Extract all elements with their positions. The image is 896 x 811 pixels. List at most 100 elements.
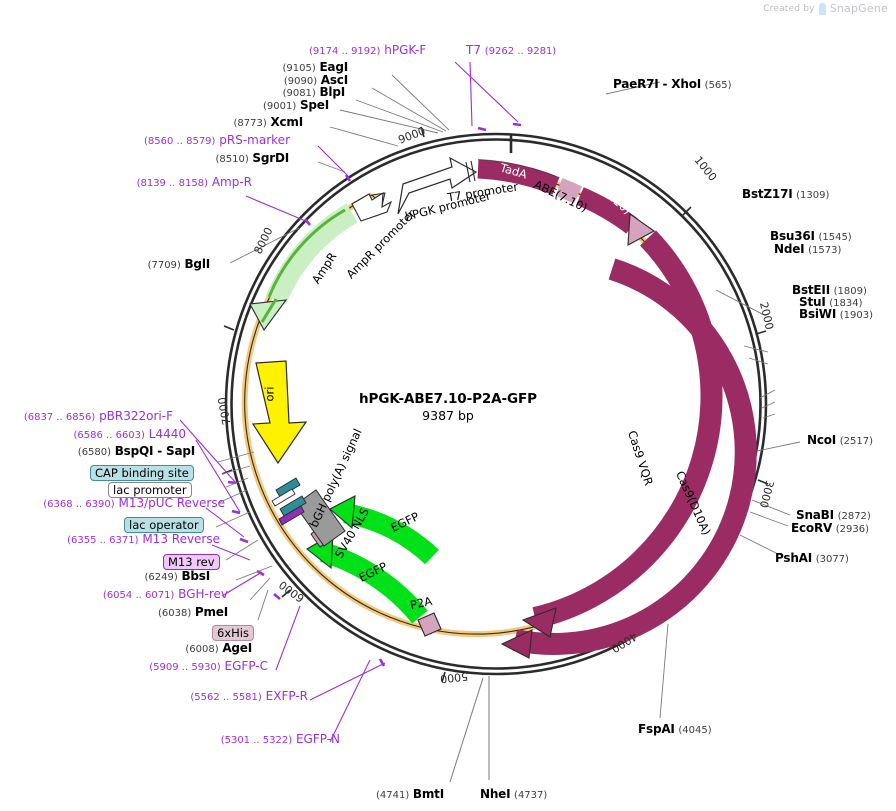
enzyme-position: (9090) — [283, 76, 318, 87]
enzyme-position: (6249) — [144, 572, 178, 583]
primer-name: Amp-R — [211, 175, 252, 189]
primer-range: (8139 .. 8158) — [136, 178, 208, 189]
enzyme-label-bsu36i[interactable]: Bsu36I (1545) — [770, 230, 852, 244]
enzyme-name: BmtI — [412, 787, 444, 801]
enzyme-label-bgli[interactable]: (7709) BglI — [90, 258, 211, 272]
enzyme-label-ncoi[interactable]: NcoI (2517) — [807, 434, 873, 448]
primer-label-egfp-c[interactable]: (5909 .. 5930) EGFP-C — [110, 660, 268, 674]
orf-cas9-d10a — [511, 230, 723, 638]
primer-label-pbr322ori-f[interactable]: (6837 .. 6856) pBR322ori-F — [10, 410, 173, 424]
enzyme-name: PmeI — [194, 605, 228, 619]
ruler-tick-5000: 5000 — [439, 669, 469, 686]
enzyme-position: (2872) — [837, 511, 871, 522]
enzyme-label-stui[interactable]: StuI (1834) — [799, 296, 863, 310]
enzyme-name: EcoRV — [791, 521, 833, 535]
enzyme-label-bstell[interactable]: BstEII (1809) — [792, 284, 867, 298]
primer-name: EXFP-R — [265, 689, 308, 703]
feature-bgh-polya — [294, 489, 346, 547]
feature-box-lac-operator[interactable]: lac operator — [124, 514, 204, 533]
primer-label-t7[interactable]: T7 (9262 .. 9281) — [466, 44, 556, 58]
enzyme-label-pmei[interactable]: (6038) PmeI — [110, 606, 228, 620]
enzyme-label-snabi[interactable]: SnaBI (2872) — [796, 509, 871, 523]
primer-label-m13-puc-reverse[interactable]: (6368 .. 6390) M13/pUC Reverse — [10, 497, 225, 511]
enzyme-label-agei[interactable]: (6008) AgeI — [140, 642, 252, 656]
enzyme-position: (9105) — [282, 63, 316, 74]
enzyme-position: (8510) — [215, 154, 249, 165]
feature-box-m13-rev[interactable]: M13 rev — [163, 551, 220, 570]
enzyme-position: (4741) — [376, 790, 410, 801]
enzyme-name: SgrDI — [252, 151, 289, 165]
primer-name: EGFP-C — [224, 659, 268, 673]
enzyme-label-bbsi[interactable]: (6249) BbsI — [100, 569, 211, 584]
feature-box-6xhis[interactable]: 6xHis — [212, 622, 254, 641]
primer-name: pRS-marker — [219, 133, 290, 147]
enzyme-label-ecorv[interactable]: EcoRV (2936) — [791, 522, 869, 536]
enzyme-position: (3077) — [815, 554, 849, 565]
enzyme-label-fspai[interactable]: FspAI (4045) — [638, 723, 712, 737]
primer-range: (6837 .. 6856) — [23, 412, 96, 423]
feature-box-cap-binding-site[interactable]: CAP binding site — [90, 462, 194, 481]
primer-label-hpgk-f[interactable]: (9174 .. 9192) hPGK-F — [309, 44, 426, 58]
primer-range: (6355 .. 6371) — [67, 535, 139, 546]
enzyme-label-blpi[interactable]: (9081) BlpI — [160, 86, 346, 100]
enzyme-label-bstz17i[interactable]: BstZ17I (1309) — [742, 188, 829, 202]
enzyme-name: StuI — [799, 295, 826, 309]
primer-name: hPGK-F — [384, 43, 427, 57]
enzyme-position: (1903) — [839, 310, 874, 321]
feature-lac-promoter-bar — [271, 488, 296, 507]
arc-label-ori: ori — [262, 386, 277, 402]
enzyme-position: (1809) — [833, 286, 867, 297]
enzyme-name: SnaBI — [796, 508, 834, 522]
feature-box-lac-promoter[interactable]: lac promoter — [108, 479, 192, 498]
feature-p2a — [417, 612, 442, 637]
feature-label: lac promoter — [108, 482, 192, 498]
primer-label-m13-reverse[interactable]: (6355 .. 6371) M13 Reverse — [30, 533, 220, 547]
enzyme-name: BbsI — [181, 569, 210, 583]
enzyme-name: BstZ17I — [742, 187, 793, 201]
enzyme-position: (565) — [704, 80, 732, 91]
feature-ampr-promoter — [351, 191, 393, 222]
enzyme-label-bmti[interactable]: (4741) BmtI — [376, 788, 444, 802]
primer-name: pBR322ori-F — [99, 409, 173, 423]
primer-label-exfp-r[interactable]: (5562 .. 5581) EXFP-R — [140, 690, 308, 704]
primer-name: BGH-rev — [178, 587, 228, 601]
enzyme-name: FspAI — [638, 722, 675, 736]
plasmid-name: hPGK-ABE7.10-P2A-GFP — [359, 391, 537, 407]
enzyme-label-asci[interactable]: (9090) AscI — [180, 74, 348, 88]
enzyme-label-nhei[interactable]: NheI (4737) — [480, 788, 547, 802]
feature-t7-promoter — [465, 160, 476, 183]
enzyme-label-paer7i-xhoi[interactable]: PaeR7I - XhoI (565) — [613, 78, 732, 92]
enzyme-name: BstEII — [792, 283, 830, 297]
primer-range: (6054 .. 6071) — [102, 590, 175, 601]
plasmid-size: 9387 bp — [422, 408, 474, 423]
primer-label-l4440[interactable]: (6586 .. 6603) L4440 — [30, 428, 186, 442]
enzyme-name: EagI — [319, 60, 348, 74]
enzyme-name: NdeI — [774, 242, 805, 256]
primer-name: M13 Reverse — [142, 532, 220, 546]
enzyme-position: (2936) — [835, 524, 870, 535]
enzyme-label-bspqi-sapi[interactable]: (6580) BspQI - SapI — [20, 445, 195, 459]
enzyme-label-pshai[interactable]: PshAI (3077) — [775, 552, 849, 566]
enzyme-label-xcmi[interactable]: (8773) XcmI — [160, 116, 304, 130]
primer-leader-lines — [179, 61, 519, 743]
primer-label-prs-marker[interactable]: (8560 .. 8579) pRS-marker — [100, 134, 290, 148]
primer-label-amp-r[interactable]: (8139 .. 8158) Amp-R — [90, 176, 252, 190]
enzyme-label-spei[interactable]: (9001) SpeI — [160, 99, 329, 113]
enzyme-name: BsiWI — [799, 307, 837, 321]
feature-label: M13 rev — [163, 554, 220, 570]
enzyme-position: (6580) — [77, 447, 112, 458]
enzyme-position: (6008) — [185, 644, 219, 655]
enzyme-label-sgrdi[interactable]: (8510) SgrDI — [130, 151, 290, 166]
enzyme-position: (2517) — [839, 436, 873, 447]
enzyme-label-eagi[interactable]: (9105) EagI — [180, 60, 349, 75]
orf-egfp-outer — [329, 495, 439, 565]
enzyme-label-ndei[interactable]: NdeI (1573) — [774, 243, 841, 257]
enzyme-position: (1545) — [818, 232, 852, 243]
snapgene-watermark: Created by SnapGene — [763, 2, 888, 15]
enzyme-label-bsiwi[interactable]: BsiWI (1903) — [799, 308, 873, 322]
primer-label-bgh-rev[interactable]: (6054 .. 6071) BGH-rev — [50, 588, 228, 602]
primer-label-egfp-n[interactable]: (5301 .. 5322) EGFP-N — [180, 733, 340, 747]
primer-range: (9174 .. 9192) — [309, 46, 381, 57]
primer-name: M13/pUC Reverse — [118, 496, 226, 510]
enzyme-position: (4045) — [678, 725, 712, 736]
